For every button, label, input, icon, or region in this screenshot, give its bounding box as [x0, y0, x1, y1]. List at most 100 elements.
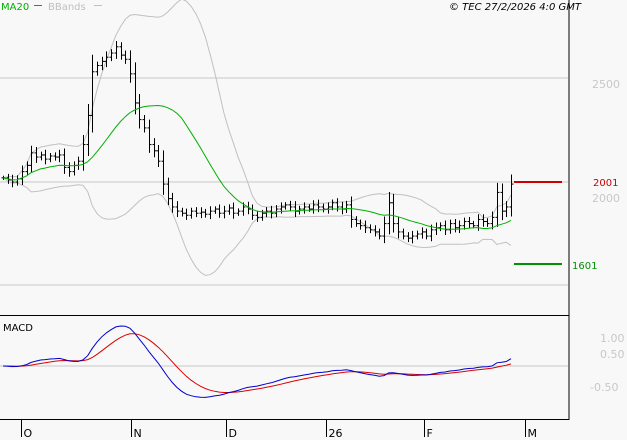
- price-bar: [184, 208, 189, 220]
- signal-line: [3, 333, 512, 393]
- price-bar: [48, 152, 53, 163]
- price-bar: [109, 49, 114, 62]
- price-bar: [471, 220, 476, 229]
- resistance-label: 2001: [593, 178, 618, 189]
- price-bar: [29, 145, 34, 173]
- price-bar: [208, 206, 213, 220]
- bband-lower: [2, 177, 512, 276]
- price-bar: [321, 203, 326, 213]
- price-bar: [396, 217, 401, 239]
- price-bar: [25, 161, 30, 176]
- price-bar: [485, 218, 490, 227]
- macd-tick-0.5: 0.50: [600, 348, 625, 361]
- price-bar: [387, 191, 392, 235]
- price-bar: [217, 204, 222, 218]
- price-bar: [133, 62, 138, 115]
- macd-title: MACD: [3, 323, 33, 334]
- ma20-line: [2, 104, 512, 230]
- price-bar: [274, 205, 279, 218]
- price-bar: [203, 208, 208, 218]
- price-bar: [189, 207, 194, 219]
- price-bar: [377, 228, 382, 240]
- price-bar: [382, 216, 387, 244]
- price-bar: [147, 119, 152, 153]
- bollinger-bands: [2, 0, 512, 276]
- price-bar: [330, 199, 335, 211]
- price-bar: [119, 42, 124, 60]
- price-bar: [368, 224, 373, 234]
- price-bar: [100, 56, 105, 71]
- x-axis-ticks: O N D 26 F M: [21, 420, 538, 440]
- y-tick-2000: 2000: [592, 192, 620, 205]
- price-bar: [104, 51, 109, 68]
- price-bar: [166, 177, 171, 206]
- price-bar: [53, 152, 58, 161]
- price-bar: [180, 207, 185, 217]
- price-bar: [236, 208, 241, 216]
- price-bar: [222, 205, 227, 219]
- price-bar: [462, 217, 467, 230]
- price-bar: [231, 202, 236, 219]
- x-tick-label: M: [528, 427, 538, 440]
- price-bar: [293, 201, 298, 217]
- price-bar: [326, 202, 331, 214]
- price-bar: [344, 200, 349, 213]
- x-tick-label: O: [24, 427, 33, 440]
- macd-tick-1: 1.00: [600, 332, 625, 345]
- price-bar: [62, 148, 67, 174]
- price-bar: [227, 204, 232, 215]
- bband-upper: [2, 0, 512, 218]
- price-bar: [175, 201, 180, 217]
- price-bar: [137, 94, 142, 129]
- price-bar: [114, 40, 119, 59]
- price-bar: [57, 149, 62, 163]
- price-bar: [72, 161, 77, 176]
- price-bar: [95, 61, 100, 76]
- price-bar: [448, 219, 453, 234]
- price-bar: [354, 216, 359, 227]
- price-bar: [438, 222, 443, 232]
- price-bar: [39, 151, 44, 161]
- price-bar: [311, 200, 316, 214]
- price-bar: [335, 198, 340, 212]
- price-bar: [349, 196, 354, 228]
- macd-tick-neg0.5: -0.50: [590, 381, 618, 394]
- price-bar: [194, 207, 199, 218]
- macd-line: [2, 325, 512, 398]
- x-tick-label: 26: [329, 427, 343, 440]
- price-bar: [86, 104, 91, 156]
- price-bar: [481, 214, 486, 227]
- price-bar: [443, 220, 448, 236]
- price-bars: [1, 40, 514, 244]
- price-bar: [490, 211, 495, 230]
- price-bar: [152, 138, 157, 158]
- ma20-legend: MA20: [1, 2, 29, 13]
- price-bar: [415, 230, 420, 240]
- ma20-path: [2, 104, 512, 230]
- price-bar: [316, 199, 321, 213]
- price-bar: [410, 230, 415, 244]
- price-bar: [156, 144, 161, 168]
- price-bar: [429, 224, 434, 242]
- price-bar: [283, 202, 288, 210]
- price-bar: [128, 50, 133, 83]
- x-tick-label: D: [229, 427, 237, 440]
- price-bar: [302, 202, 307, 214]
- price-bar: [406, 232, 411, 243]
- price-bar: [401, 228, 406, 240]
- price-bar: [34, 147, 39, 163]
- price-bar: [434, 222, 439, 236]
- price-bar: [453, 219, 458, 233]
- price-bar: [76, 156, 81, 170]
- price-bar: [43, 149, 48, 165]
- price-bar: [250, 204, 255, 220]
- price-bar: [213, 206, 218, 214]
- price-bar: [391, 193, 396, 233]
- price-bar: [509, 174, 514, 217]
- price-bar: [255, 210, 260, 222]
- copyright-timestamp: © TEC 27/2/2026 4:0 GMT: [449, 2, 582, 13]
- price-bar: [420, 227, 425, 239]
- price-bar: [500, 183, 505, 221]
- price-bar: [424, 228, 429, 240]
